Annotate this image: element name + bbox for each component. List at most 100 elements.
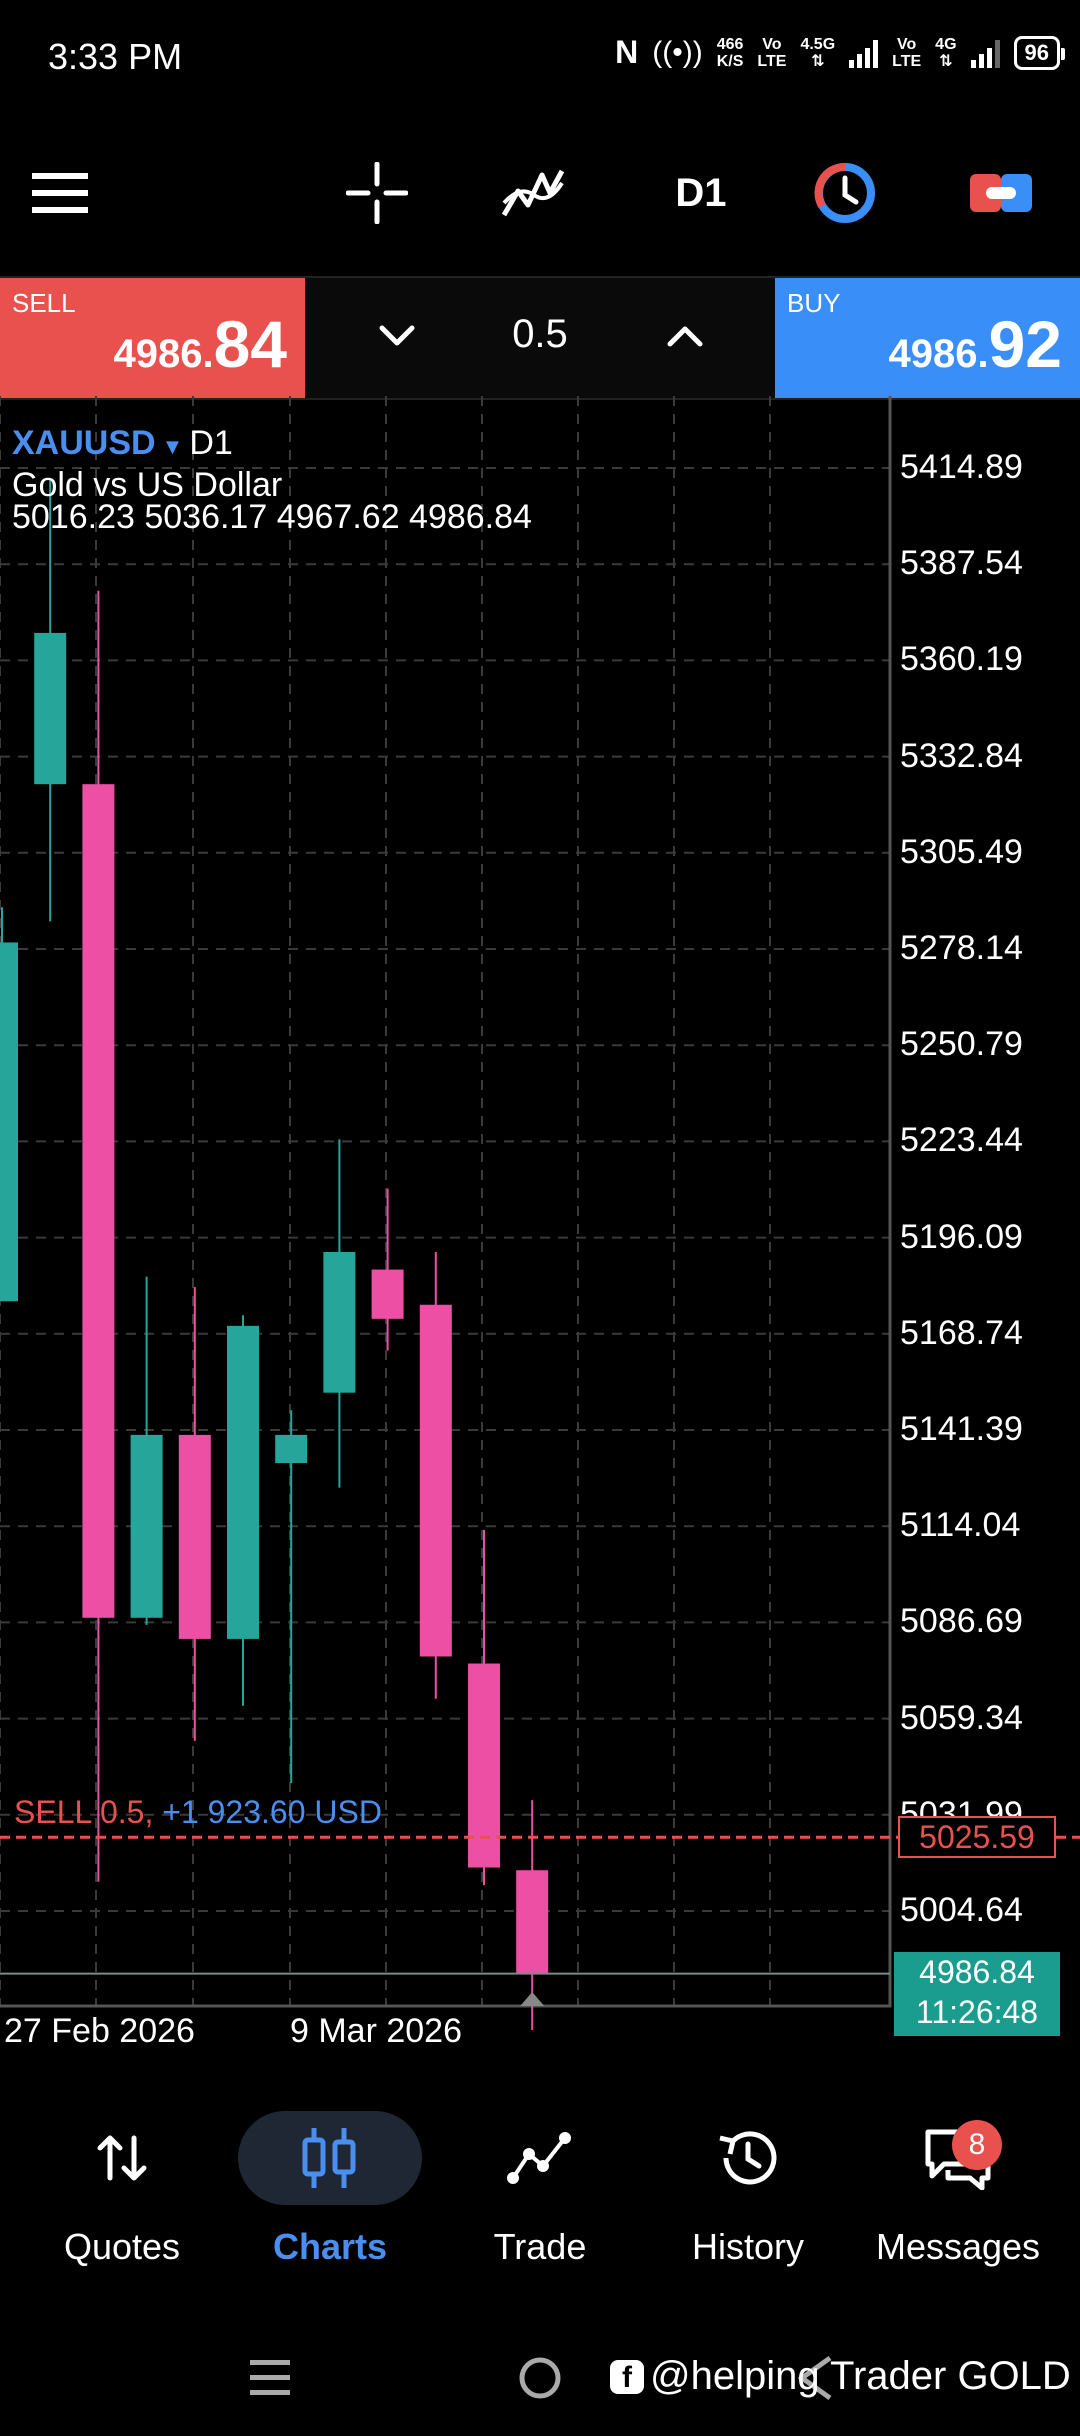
plot-border: [0, 396, 892, 2008]
nav-quotes-label: Quotes: [63, 2226, 181, 2267]
candle: [419, 1251, 452, 1699]
candle: [468, 1529, 500, 1886]
price-tick-label: 5196.09: [900, 1217, 1023, 1256]
system-navigation: [0, 2320, 1080, 2436]
candle-body: [419, 1304, 452, 1657]
active-tab-indicator: [238, 2111, 422, 2205]
price-tick-label: 5086.69: [900, 1602, 1023, 1641]
candle: [516, 1800, 549, 2030]
nav-charts[interactable]: Charts: [222, 2080, 438, 2280]
position-side: SELL 0.5,: [14, 1794, 154, 1830]
price-tick-label: 5278.14: [900, 929, 1023, 967]
position-profit: +1 923.60 USD: [162, 1794, 382, 1830]
ohlc-values: 5016.23 5036.17 4967.62 4986.84: [12, 498, 532, 536]
candle: [275, 1410, 308, 1784]
crosshair-icon[interactable]: [344, 150, 410, 236]
price-tick-label: 5114.04: [900, 1506, 1021, 1545]
candle-body: [0, 942, 18, 1302]
candle-body: [82, 784, 115, 1618]
position-price-tag: 5025.59: [898, 1816, 1056, 1858]
nav-history[interactable]: History: [640, 2080, 856, 2280]
color-theme-icon[interactable]: [812, 150, 878, 236]
nav-trade[interactable]: Trade: [432, 2080, 648, 2280]
volume-decrease-button[interactable]: [370, 306, 424, 366]
volume-input[interactable]: 0.5: [512, 312, 568, 356]
price-tick-label: 5004.64: [900, 1891, 1023, 1929]
current-price-tag: 4986.84 11:26:48: [894, 1952, 1060, 2036]
timeframe-label: D1: [675, 170, 727, 215]
buy-button[interactable]: BUY 4986.92: [775, 278, 1080, 398]
trade-icon: [432, 2118, 648, 2198]
symbol-name[interactable]: XAUUSD: [12, 424, 156, 462]
status-bar: 3:33 PM N ((•)) 466 K/S Vo LTE 4.5G ⇅ Vo LTE…: [0, 0, 1080, 120]
current-price: 4986.84: [919, 1954, 1035, 1990]
one-click-trade-panel: SELL 4986.84 0.5 BUY 4986.92: [0, 276, 1080, 400]
candle-body: [275, 1434, 308, 1464]
sim1-gen: 4.5G ⇅: [800, 35, 836, 70]
trade-toggle-icon[interactable]: [968, 150, 1034, 236]
position-line-label[interactable]: SELL 0.5, +1 923.60 USD: [14, 1794, 382, 1831]
instrument-description: Gold vs US Dollar: [12, 466, 283, 504]
facebook-icon: f: [610, 2359, 644, 2394]
timeframe-button[interactable]: D1: [656, 150, 746, 236]
price-tick-label: 5332.84: [900, 736, 1023, 775]
watermark-text: @helping Trader GOLD: [650, 2354, 1071, 2398]
sim2-volte: Vo LTE: [892, 35, 922, 70]
symbol-header[interactable]: XAUUSD ▼ D1: [12, 424, 233, 463]
candle: [371, 1188, 404, 1351]
price-tick-label: 5141.39: [900, 1410, 1023, 1448]
candle-body: [178, 1434, 211, 1639]
candle-body: [34, 632, 67, 785]
candle: [0, 907, 18, 1302]
indicators-icon[interactable]: [498, 150, 568, 236]
sim2-gen: 4G ⇅: [935, 35, 957, 70]
candle: [130, 1276, 163, 1625]
menu-icon[interactable]: [30, 150, 90, 236]
recents-icon[interactable]: [248, 2356, 292, 2400]
price-tick-label: 5360.19: [900, 640, 1023, 679]
candle-body: [130, 1434, 163, 1618]
price-tick-label: 5414.89: [900, 448, 1023, 486]
sell-button[interactable]: SELL 4986.84: [0, 278, 305, 398]
status-time: 3:33 PM: [48, 36, 183, 77]
date-label: 27 Feb 2026: [4, 2012, 195, 2050]
battery-icon: 96: [1013, 35, 1066, 70]
net-speed: 466 K/S: [716, 35, 744, 70]
dropdown-arrow-icon[interactable]: ▼: [161, 434, 184, 459]
sim1-volte: Vo LTE: [757, 35, 787, 70]
candle: [323, 1139, 356, 1488]
chart-area[interactable]: XAUUSD ▼ D1 Gold vs US Dollar 5016.23 5036…: [0, 396, 1080, 2050]
price-tick-label: 5305.49: [900, 832, 1023, 871]
home-icon[interactable]: [516, 2354, 564, 2402]
buy-price: 4986.92: [888, 307, 1062, 381]
bar-countdown: 11:26:48: [915, 1994, 1039, 2030]
back-icon[interactable]: [796, 2354, 836, 2402]
nav-quotes[interactable]: Quotes: [14, 2080, 230, 2280]
volume-increase-button[interactable]: [658, 306, 712, 366]
buy-label: BUY: [787, 288, 841, 318]
candle-body: [468, 1663, 500, 1868]
price-tick-label: 5387.54: [900, 544, 1023, 583]
messages-badge: 8: [952, 2120, 1002, 2170]
candle: [34, 478, 67, 922]
candle-body: [371, 1269, 404, 1319]
current-bar-marker: [520, 1992, 545, 2006]
candle-body: [323, 1251, 356, 1393]
nav-trade-label: Trade: [493, 2226, 587, 2267]
hotspot-icon: ((•)): [652, 35, 703, 69]
candle: [227, 1315, 259, 1706]
nav-history-label: History: [691, 2226, 804, 2267]
watermark: f @helping Trader GOLD: [610, 2354, 1071, 2399]
quotes-icon: [14, 2118, 230, 2198]
candle-body: [516, 1870, 549, 1974]
chart-timeframe: D1: [189, 424, 233, 462]
date-label: 9 Mar 2026: [290, 2012, 462, 2050]
nav-messages[interactable]: Messages: [850, 2080, 1066, 2280]
status-icons: N ((•)) 466 K/S Vo LTE 4.5G ⇅ Vo LTE 4G ⇅ 96: [615, 34, 1066, 71]
candle-body: [227, 1325, 259, 1639]
bottom-navigation: Quotes Charts Trade History Messages: [0, 2080, 1080, 2280]
nav-charts-label: Charts: [272, 2226, 388, 2267]
nav-messages-label: Messages: [875, 2226, 1041, 2267]
sell-label: SELL: [12, 288, 76, 318]
sell-price: 4986.84: [113, 307, 287, 381]
